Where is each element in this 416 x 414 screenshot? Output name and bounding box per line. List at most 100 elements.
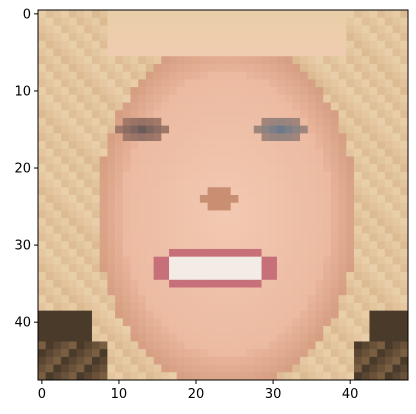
image-pixel bbox=[354, 364, 363, 373]
image-pixel bbox=[276, 333, 286, 342]
image-pixel bbox=[246, 87, 255, 96]
image-pixel bbox=[361, 210, 370, 219]
image-pixel bbox=[45, 164, 54, 173]
image-pixel bbox=[122, 326, 131, 335]
image-pixel bbox=[246, 302, 255, 311]
image-pixel bbox=[107, 48, 116, 57]
image-pixel bbox=[307, 326, 316, 335]
image-pixel bbox=[238, 40, 247, 49]
image-pixel bbox=[338, 202, 347, 211]
image-pixel bbox=[284, 187, 293, 196]
image-pixel bbox=[315, 110, 324, 119]
image-pixel bbox=[300, 56, 309, 65]
image-pixel bbox=[392, 33, 401, 42]
image-pixel bbox=[130, 25, 139, 34]
image-pixel bbox=[169, 133, 178, 142]
image-pixel bbox=[330, 264, 339, 273]
image-pixel bbox=[246, 79, 255, 88]
image-pixel bbox=[338, 218, 347, 227]
image-pixel bbox=[91, 295, 101, 304]
image-pixel bbox=[338, 141, 347, 150]
image-pixel bbox=[400, 202, 408, 211]
image-pixel bbox=[161, 156, 170, 165]
image-pixel bbox=[384, 25, 393, 34]
image-pixel bbox=[400, 233, 408, 242]
image-pixel bbox=[38, 326, 47, 335]
image-pixel bbox=[45, 349, 54, 358]
image-pixel bbox=[115, 156, 124, 165]
image-pixel bbox=[377, 310, 386, 319]
image-pixel bbox=[361, 94, 370, 103]
image-pixel bbox=[199, 141, 208, 150]
image-pixel bbox=[53, 141, 62, 150]
image-pixel bbox=[292, 40, 301, 49]
image-pixel bbox=[284, 25, 293, 34]
image-pixel bbox=[45, 264, 54, 273]
image-pixel bbox=[138, 256, 147, 265]
image-pixel bbox=[392, 256, 401, 265]
image-pixel bbox=[392, 133, 401, 142]
image-pixel bbox=[53, 318, 62, 327]
y-tick-label: 30 bbox=[14, 239, 31, 254]
image-pixel bbox=[223, 333, 232, 342]
image-pixel bbox=[184, 326, 193, 335]
image-pixel bbox=[223, 79, 232, 88]
image-pixel bbox=[392, 287, 401, 296]
image-pixel bbox=[192, 94, 201, 103]
image-pixel bbox=[207, 187, 216, 196]
image-pixel bbox=[377, 295, 386, 304]
image-pixel bbox=[300, 233, 309, 242]
image-pixel bbox=[338, 364, 347, 373]
image-pixel bbox=[361, 17, 370, 26]
image-pixel bbox=[76, 364, 85, 373]
image-pixel bbox=[300, 341, 309, 350]
image-pixel bbox=[61, 156, 70, 165]
image-pixel bbox=[377, 264, 386, 273]
image-pixel bbox=[153, 17, 162, 26]
image-pixel bbox=[269, 248, 278, 258]
image-pixel bbox=[392, 218, 401, 227]
image-pixel bbox=[153, 326, 162, 335]
image-pixel bbox=[292, 218, 301, 227]
image-pixel bbox=[91, 179, 101, 188]
image-pixel bbox=[253, 241, 262, 250]
image-pixel bbox=[38, 94, 47, 103]
image-pixel bbox=[230, 356, 239, 365]
image-pixel bbox=[145, 63, 154, 73]
image-pixel bbox=[45, 341, 54, 350]
image-pixel bbox=[207, 40, 216, 49]
image-pixel bbox=[276, 94, 286, 103]
image-pixel bbox=[176, 125, 185, 134]
image-pixel bbox=[369, 272, 378, 281]
image-pixel bbox=[122, 295, 131, 304]
image-pixel bbox=[45, 141, 54, 150]
image-pixel bbox=[122, 179, 131, 188]
image-pixel bbox=[284, 87, 293, 96]
image-pixel bbox=[84, 17, 93, 26]
image-pixel bbox=[269, 125, 278, 134]
image-pixel bbox=[84, 326, 93, 335]
image-pixel bbox=[261, 341, 270, 350]
image-pixel bbox=[369, 156, 378, 165]
image-pixel bbox=[300, 33, 309, 42]
image-pixel bbox=[346, 141, 355, 150]
image-pixel bbox=[91, 233, 101, 242]
image-pixel bbox=[184, 164, 193, 173]
image-pixel bbox=[361, 71, 370, 80]
image-pixel bbox=[238, 264, 247, 273]
image-pixel bbox=[269, 10, 278, 19]
image-pixel bbox=[107, 225, 116, 234]
image-pixel bbox=[338, 241, 347, 250]
image-pixel bbox=[61, 133, 70, 142]
image-pixel bbox=[315, 279, 324, 288]
image-pixel bbox=[369, 310, 378, 319]
image-pixel bbox=[400, 25, 408, 34]
image-pixel bbox=[323, 349, 332, 358]
image-pixel bbox=[207, 48, 216, 57]
image-pixel bbox=[169, 364, 178, 373]
image-pixel bbox=[269, 318, 278, 327]
image-pixel bbox=[384, 110, 393, 119]
image-pixel bbox=[84, 133, 93, 142]
image-pixel bbox=[91, 256, 101, 265]
image-pixel bbox=[369, 187, 378, 196]
